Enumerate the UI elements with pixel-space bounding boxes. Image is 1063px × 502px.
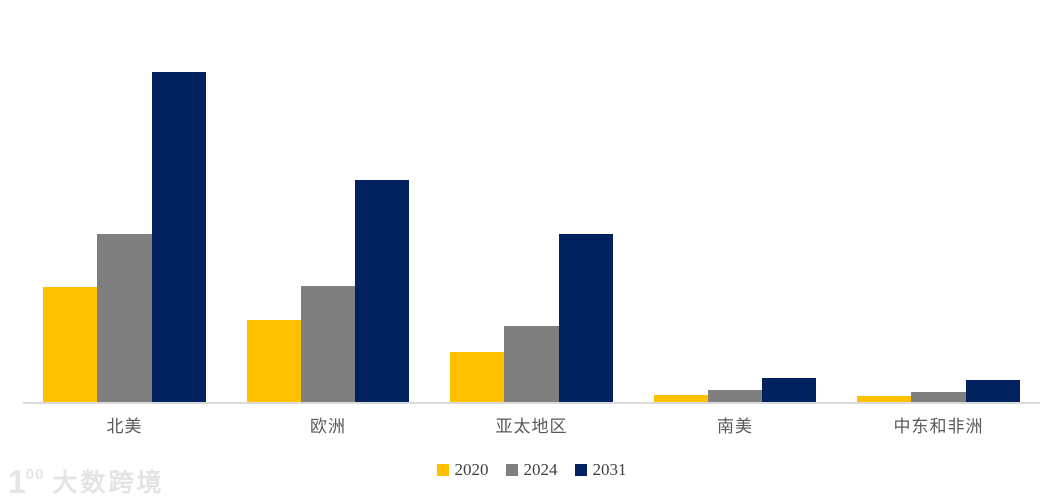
legend: 2020 2024 2031	[0, 460, 1063, 480]
bar-欧洲-2024	[300, 285, 356, 402]
watermark-text: 大数跨境	[52, 469, 165, 497]
category-label-中东和非洲: 中东和非洲	[893, 417, 984, 436]
category-label-亚太地区: 亚太地区	[495, 417, 568, 436]
legend-item-2020: 2020	[436, 460, 489, 480]
x-axis-line	[23, 402, 1040, 404]
bar-北美-2020	[43, 287, 98, 402]
category-axis-labels: 北美 欧洲 亚太地区 南美 中东和非洲	[43, 412, 1020, 437]
bar-中东和非洲-2020	[857, 396, 912, 402]
watermark: 100 大数跨境	[8, 459, 165, 498]
legend-label-2031: 2031	[592, 460, 627, 479]
legend-item-2031: 2031	[574, 460, 627, 480]
bar-欧洲-2031	[355, 179, 410, 402]
bar-中东和非洲-2031	[965, 379, 1020, 402]
legend-label-2024: 2024	[523, 460, 558, 479]
legend-swatch-2031	[574, 464, 587, 476]
bar-南美-2024	[707, 390, 763, 402]
legend-label-2020: 2020	[454, 460, 489, 479]
bar-group-亚太地区	[450, 71, 613, 402]
bar-南美-2020	[653, 395, 708, 402]
plot-area	[43, 71, 1020, 402]
category-label-欧洲: 欧洲	[310, 417, 346, 436]
category-label-北美: 北美	[106, 417, 143, 436]
bar-亚太地区-2024	[504, 326, 559, 402]
category-label-南美: 南美	[717, 417, 753, 436]
bar-北美-2024	[97, 234, 152, 402]
bar-group-北美	[43, 71, 206, 402]
bar-亚太地区-2020	[450, 351, 505, 402]
bar-北美-2031	[151, 72, 206, 402]
bar-group-欧洲	[246, 71, 410, 402]
bar-中东和非洲-2024	[911, 392, 966, 402]
legend-item-2024: 2024	[505, 460, 558, 480]
legend-swatch-2024	[505, 464, 518, 476]
bar-欧洲-2020	[246, 320, 301, 402]
watermark-logo-icon: 100	[8, 464, 45, 500]
bar-group-南美	[653, 71, 817, 402]
legend-swatch-2020	[436, 464, 449, 476]
bar-亚太地区-2031	[558, 234, 613, 402]
bar-南美-2031	[762, 377, 817, 402]
bar-group-中东和非洲	[857, 71, 1020, 402]
